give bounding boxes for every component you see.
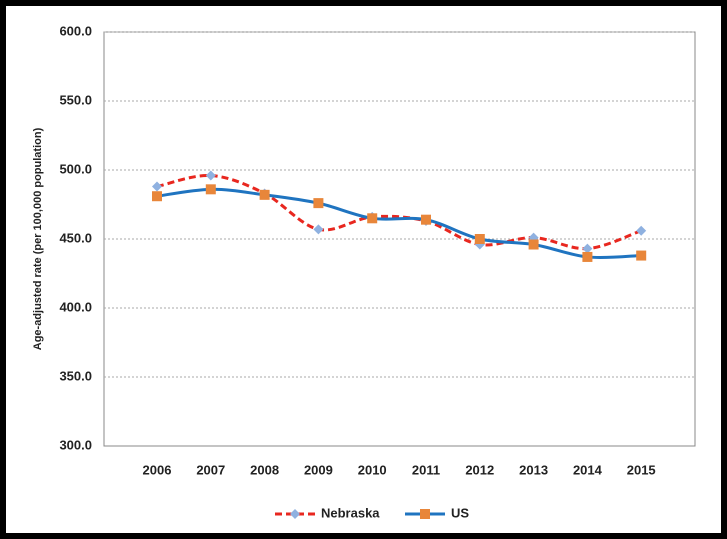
marker — [528, 239, 539, 250]
x-tick-label: 2013 — [519, 462, 548, 477]
marker — [152, 191, 162, 202]
marker — [636, 225, 647, 236]
marker — [259, 189, 270, 200]
marker — [582, 251, 593, 262]
marker — [636, 250, 647, 261]
marker — [290, 509, 300, 519]
series-line — [156, 174, 642, 251]
marker — [152, 181, 162, 192]
marker — [582, 243, 593, 254]
x-tick-label: 2006 — [143, 462, 172, 477]
y-tick-label: 300.0 — [59, 437, 92, 452]
marker — [205, 170, 216, 181]
marker — [420, 509, 430, 519]
y-tick-label: 400.0 — [59, 299, 92, 314]
y-axis-label: Age-adjusted rate (per 100,000 populatio… — [32, 127, 44, 350]
x-tick-label: 2007 — [196, 462, 225, 477]
marker — [474, 234, 485, 244]
x-tick-label: 2009 — [304, 462, 333, 477]
y-tick-label: 350.0 — [59, 368, 92, 383]
y-tick-label: 450.0 — [59, 230, 92, 245]
x-tick-label: 2011 — [412, 462, 440, 477]
legend-label: Nebraska — [321, 505, 380, 520]
x-tick-label: 2015 — [627, 462, 656, 477]
series-line — [156, 187, 642, 260]
x-tick-label: 2012 — [465, 462, 494, 477]
y-tick-label: 550.0 — [59, 92, 92, 107]
y-tick-label: 600.0 — [59, 23, 92, 38]
legend-label: US — [451, 505, 469, 520]
marker — [313, 198, 324, 209]
x-tick-label: 2008 — [250, 462, 279, 477]
marker — [367, 213, 378, 224]
marker — [421, 214, 431, 225]
marker — [205, 184, 216, 195]
y-tick-label: 500.0 — [59, 161, 92, 176]
x-tick-label: 2014 — [573, 462, 603, 477]
marker — [313, 224, 324, 235]
x-tick-label: 2010 — [358, 462, 387, 477]
